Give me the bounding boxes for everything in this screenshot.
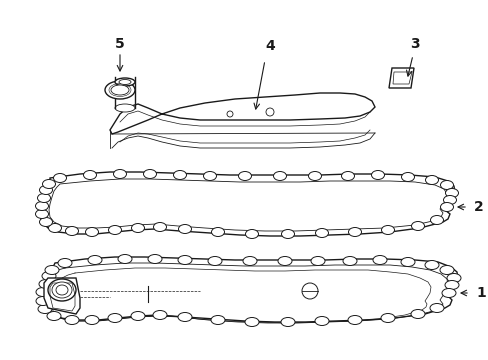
Ellipse shape	[148, 255, 162, 264]
Ellipse shape	[445, 189, 458, 198]
Ellipse shape	[429, 303, 443, 312]
Ellipse shape	[245, 230, 258, 238]
Ellipse shape	[446, 274, 460, 283]
Ellipse shape	[108, 225, 121, 234]
Ellipse shape	[425, 175, 438, 184]
Polygon shape	[40, 172, 454, 236]
Ellipse shape	[211, 228, 224, 237]
Ellipse shape	[238, 171, 251, 180]
Ellipse shape	[85, 228, 98, 237]
Ellipse shape	[42, 180, 55, 189]
Ellipse shape	[113, 170, 126, 179]
Ellipse shape	[411, 221, 424, 230]
Ellipse shape	[243, 256, 257, 265]
Ellipse shape	[48, 279, 76, 301]
Ellipse shape	[38, 305, 52, 314]
Ellipse shape	[39, 279, 53, 288]
Ellipse shape	[85, 315, 99, 324]
Ellipse shape	[36, 210, 48, 219]
Ellipse shape	[308, 171, 321, 180]
Ellipse shape	[52, 282, 72, 298]
Ellipse shape	[36, 297, 50, 306]
Ellipse shape	[38, 193, 50, 202]
Ellipse shape	[153, 222, 166, 231]
Ellipse shape	[131, 311, 145, 320]
Ellipse shape	[244, 318, 259, 327]
Ellipse shape	[441, 288, 455, 297]
Ellipse shape	[65, 315, 79, 324]
Ellipse shape	[48, 224, 61, 233]
Ellipse shape	[310, 256, 325, 265]
Ellipse shape	[53, 174, 66, 183]
Ellipse shape	[381, 225, 394, 234]
Ellipse shape	[440, 180, 452, 189]
Ellipse shape	[178, 225, 191, 234]
Ellipse shape	[372, 256, 386, 265]
Ellipse shape	[424, 261, 438, 270]
Ellipse shape	[410, 310, 424, 319]
Ellipse shape	[65, 226, 79, 235]
Ellipse shape	[115, 78, 135, 86]
Circle shape	[265, 108, 273, 116]
Ellipse shape	[178, 256, 192, 265]
Polygon shape	[44, 278, 80, 314]
Text: 2: 2	[473, 200, 483, 214]
Ellipse shape	[42, 271, 56, 280]
Ellipse shape	[40, 185, 52, 194]
Ellipse shape	[88, 256, 102, 265]
Ellipse shape	[173, 171, 186, 180]
Ellipse shape	[439, 265, 453, 274]
Ellipse shape	[347, 315, 361, 324]
Ellipse shape	[118, 255, 132, 264]
Ellipse shape	[273, 171, 286, 180]
Ellipse shape	[131, 224, 144, 233]
Text: 5: 5	[115, 37, 124, 51]
Text: 1: 1	[475, 286, 485, 300]
Ellipse shape	[342, 256, 356, 265]
Ellipse shape	[108, 314, 122, 323]
Ellipse shape	[207, 256, 222, 265]
Ellipse shape	[315, 229, 328, 238]
Ellipse shape	[40, 217, 52, 226]
Ellipse shape	[278, 256, 291, 265]
Ellipse shape	[36, 202, 48, 211]
Ellipse shape	[380, 314, 394, 323]
Ellipse shape	[444, 280, 458, 289]
Ellipse shape	[341, 171, 354, 180]
Ellipse shape	[203, 171, 216, 180]
Polygon shape	[42, 257, 457, 322]
Ellipse shape	[348, 228, 361, 237]
Ellipse shape	[371, 171, 384, 180]
Ellipse shape	[210, 315, 224, 324]
Ellipse shape	[429, 216, 443, 225]
Polygon shape	[388, 68, 413, 88]
Ellipse shape	[153, 310, 167, 320]
Ellipse shape	[281, 318, 294, 327]
Text: 4: 4	[264, 39, 274, 53]
Text: 3: 3	[409, 37, 419, 51]
Polygon shape	[110, 93, 374, 134]
Ellipse shape	[83, 171, 96, 180]
Ellipse shape	[45, 265, 59, 274]
Circle shape	[226, 111, 232, 117]
Ellipse shape	[115, 104, 135, 112]
Ellipse shape	[58, 258, 72, 267]
Ellipse shape	[314, 316, 328, 325]
Ellipse shape	[401, 172, 414, 181]
Ellipse shape	[56, 285, 68, 295]
Ellipse shape	[400, 257, 414, 266]
Ellipse shape	[143, 170, 156, 179]
Ellipse shape	[36, 288, 50, 297]
Ellipse shape	[47, 311, 61, 320]
Ellipse shape	[440, 202, 452, 211]
Ellipse shape	[119, 80, 131, 85]
Ellipse shape	[105, 81, 135, 99]
Ellipse shape	[443, 195, 456, 204]
Circle shape	[302, 283, 317, 299]
Ellipse shape	[178, 312, 192, 321]
Ellipse shape	[281, 230, 294, 238]
Ellipse shape	[111, 85, 129, 95]
